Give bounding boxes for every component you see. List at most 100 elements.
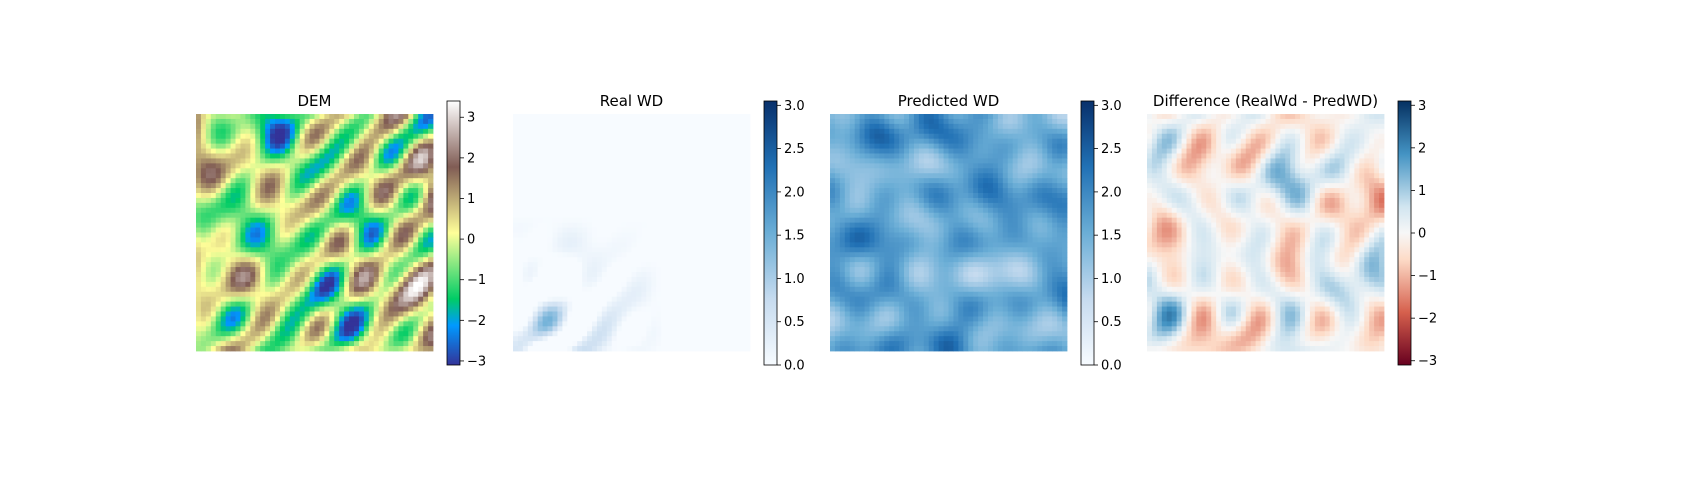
heatmap-cell — [205, 232, 212, 238]
heatmap-cell — [388, 183, 394, 189]
heatmap-cell — [255, 321, 261, 327]
heatmap-cell — [601, 257, 608, 263]
heatmap-cell — [319, 252, 325, 258]
heatmap-cell — [393, 331, 399, 337]
heatmap-cell — [557, 331, 563, 337]
heatmap-cell — [289, 114, 296, 120]
heatmap-cell — [393, 207, 399, 214]
colorbar-tick-label: 1.5 — [784, 229, 805, 244]
heatmap-cell — [294, 331, 301, 337]
heatmap-cell — [626, 148, 632, 154]
heatmap-cell — [324, 118, 330, 125]
heatmap-cell — [904, 143, 910, 149]
heatmap-cell — [626, 262, 632, 268]
heatmap-cell — [354, 232, 360, 238]
heatmap-cell — [513, 143, 519, 149]
heatmap-cell — [582, 197, 588, 204]
heatmap-cell — [230, 267, 236, 273]
heatmap-cell — [730, 306, 736, 312]
heatmap-cell — [636, 301, 642, 307]
heatmap-cell — [532, 193, 539, 199]
heatmap-cell — [745, 207, 751, 214]
heatmap-cell — [205, 114, 212, 120]
heatmap-cell — [547, 153, 553, 159]
heatmap-cell — [294, 272, 301, 278]
heatmap-cell — [324, 346, 330, 352]
heatmap-cell — [260, 212, 266, 219]
heatmap-cell — [513, 163, 519, 169]
heatmap-cell — [720, 118, 726, 125]
heatmap-cell — [324, 197, 330, 204]
heatmap-cell — [700, 133, 706, 140]
heatmap-cell — [240, 173, 246, 179]
heatmap-cell — [641, 262, 647, 268]
heatmap-cell — [894, 114, 900, 120]
heatmap-cell — [577, 153, 583, 159]
heatmap-cell — [225, 114, 231, 120]
heatmap-cell — [225, 301, 231, 307]
heatmap-cell — [651, 138, 657, 145]
heatmap-cell — [626, 158, 632, 164]
heatmap-cell — [988, 143, 994, 149]
heatmap-cell — [284, 247, 291, 253]
heatmap-cell — [408, 202, 414, 209]
heatmap-cell — [250, 163, 256, 169]
heatmap-cell — [661, 301, 667, 307]
heatmap-cell — [582, 262, 588, 268]
heatmap-cell — [705, 232, 711, 238]
heatmap-cell — [388, 133, 394, 140]
heatmap-cell — [720, 326, 726, 332]
heatmap-cell — [675, 336, 682, 342]
heatmap-cell — [270, 306, 276, 312]
heatmap-cell — [324, 272, 330, 278]
heatmap-cell — [656, 301, 662, 307]
heatmap-cell — [418, 267, 424, 273]
heatmap-cell — [393, 188, 399, 194]
heatmap-cell — [250, 291, 256, 298]
heatmap-cell — [275, 341, 281, 347]
heatmap-cell — [745, 291, 751, 298]
heatmap-cell — [319, 341, 325, 347]
heatmap-cell — [373, 346, 380, 352]
heatmap-cell — [705, 153, 711, 159]
heatmap-cell — [725, 168, 731, 174]
heatmap-cell — [918, 128, 925, 135]
heatmap-cell — [354, 306, 360, 312]
heatmap-cell — [745, 311, 751, 317]
heatmap-cell — [225, 173, 231, 179]
heatmap-cell — [869, 143, 875, 149]
heatmap-cell — [210, 252, 217, 258]
heatmap-cell — [859, 114, 865, 120]
heatmap-cell — [542, 341, 548, 347]
heatmap-cell — [562, 316, 568, 322]
heatmap-cell — [522, 311, 529, 317]
heatmap-cell — [621, 207, 627, 214]
heatmap-cell — [735, 247, 741, 253]
heatmap-cell — [378, 193, 385, 199]
heatmap-cell — [314, 143, 320, 149]
heatmap-cell — [685, 252, 692, 258]
heatmap-cell — [542, 286, 548, 293]
heatmap-cell — [1062, 123, 1068, 130]
heatmap-cell — [373, 183, 380, 189]
heatmap-cell — [373, 227, 380, 233]
heatmap-cell — [745, 341, 751, 347]
heatmap-cell — [735, 183, 741, 189]
heatmap-cell — [705, 237, 711, 243]
heatmap-cell — [215, 217, 222, 224]
heatmap-cell — [373, 222, 380, 228]
heatmap-cell — [532, 242, 539, 248]
heatmap-cell — [666, 197, 672, 204]
heatmap-cell — [527, 163, 534, 169]
heatmap-cell — [358, 227, 365, 233]
heatmap-cell — [587, 197, 593, 204]
heatmap-cell — [651, 114, 657, 120]
heatmap-cell — [532, 321, 539, 327]
heatmap-cell — [230, 247, 236, 253]
heatmap-cell — [334, 133, 340, 140]
heatmap-cell — [294, 262, 301, 268]
heatmap-cell — [740, 222, 746, 228]
heatmap-cell — [680, 272, 687, 278]
heatmap-cell — [358, 217, 365, 224]
heatmap-cell — [418, 188, 424, 194]
